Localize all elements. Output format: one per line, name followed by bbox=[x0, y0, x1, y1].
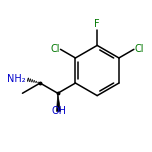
Text: Cl: Cl bbox=[50, 44, 60, 54]
Text: NH₂: NH₂ bbox=[7, 74, 26, 84]
Text: OH: OH bbox=[51, 106, 66, 116]
Text: F: F bbox=[94, 19, 100, 29]
Text: Cl: Cl bbox=[135, 44, 144, 54]
Polygon shape bbox=[57, 93, 61, 111]
